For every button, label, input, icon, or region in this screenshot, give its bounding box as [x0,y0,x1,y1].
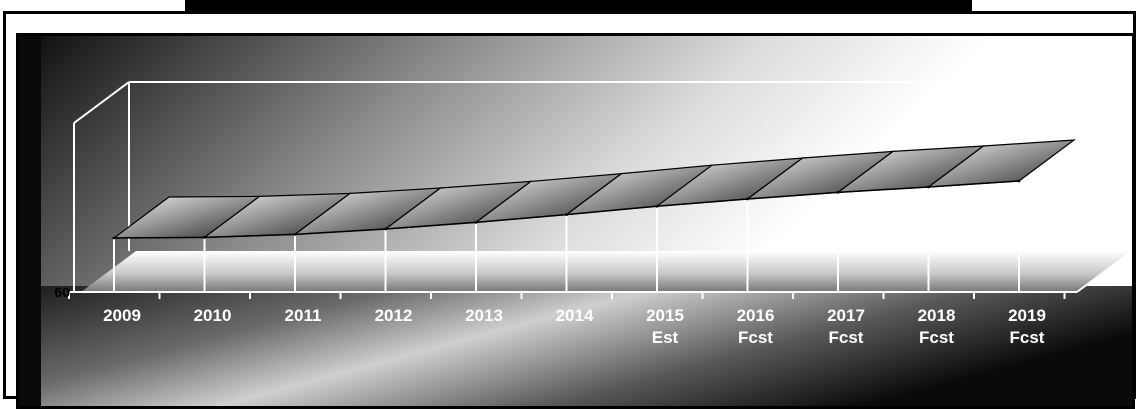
data-point [203,235,206,239]
data-point [384,227,387,231]
x-tick-label: 2015 [646,306,684,325]
data-point [1017,179,1021,183]
x-tick-label: 2018 [918,306,956,325]
x-tick-label: Fcst [919,328,954,347]
floor-plane [81,251,1132,292]
data-point [836,190,840,194]
title-bar [185,0,972,11]
x-tick-label: Fcst [1010,328,1045,347]
x-tick-label: 2019 [1008,306,1046,325]
plot-panel: 2009 2010 2011 2012 2013 2014 2015 Est 2016 Fcst 2… [16,33,1135,409]
x-tick-labels: 2009 2010 2011 2012 2013 2014 2015 Est 2016 Fcst 2… [103,306,1046,347]
x-tick-label: 2010 [194,306,232,325]
x-tick-label: 2016 [737,306,775,325]
data-point [927,185,930,189]
chart-svg: 2009 2010 2011 2012 2013 2014 2015 Est 2016 Fcst 2… [19,36,1132,406]
data-point [293,232,297,236]
chart-frame: 2009 2010 2011 2012 2013 2014 2015 Est 2016 Fcst 2… [3,11,1136,409]
data-point [474,220,478,224]
x-tick-label: Fcst [829,328,864,347]
data-point [655,204,659,208]
data-point [565,213,568,217]
x-tick-label: 2011 [285,306,322,325]
y-tick-label: 60 [54,284,70,300]
data-ribbon [112,139,1076,240]
chart-left-band [19,36,41,406]
chart-bottom-band [19,286,1132,406]
data-point [112,236,116,240]
data-point [746,197,749,201]
x-tick-label: 2012 [375,306,413,325]
category-guide-lines [113,181,1020,292]
x-axis [68,250,1132,299]
x-tick-label: 2013 [465,306,503,325]
x-tick-label: Est [652,328,679,347]
x-axis-depth-line [1076,250,1132,293]
x-tick-label: 2009 [103,306,141,325]
x-tick-label: 2014 [556,306,594,325]
back-walls [73,81,1132,292]
x-tick-label: 2017 [827,306,865,325]
x-tick-label: Fcst [738,328,773,347]
y-tick-labels: 60 [54,284,78,300]
wall-top-edge-left [73,81,130,124]
